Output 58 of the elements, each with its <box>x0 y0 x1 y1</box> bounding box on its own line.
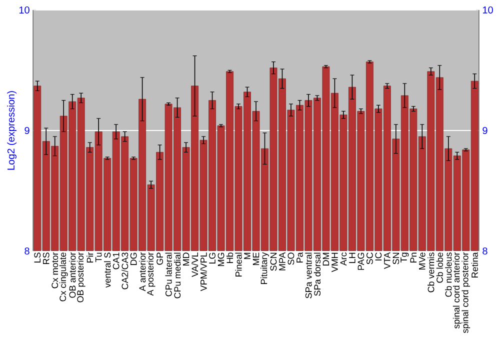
x-tick-label: Arc <box>340 252 347 266</box>
x-tick-label: MG <box>218 252 224 266</box>
x-tick-label: M <box>244 252 250 259</box>
x-tick-label: A posterior <box>146 252 156 296</box>
x-tick-label: Hb <box>226 252 234 263</box>
y2-tick-label: 10 <box>482 6 493 14</box>
x-tick-label: Pa <box>296 252 303 262</box>
x-tick-label: MPA <box>279 252 286 270</box>
x-tick-label: ventral S <box>104 252 111 288</box>
x-tick-label: Cb nucleus <box>445 252 452 297</box>
x-tick-label: Tg <box>400 252 409 262</box>
x-tick-label: RS <box>42 252 50 264</box>
x-tick-label: Cx cingulate <box>59 252 68 302</box>
x-tick-label: MVe <box>419 252 426 270</box>
x-tick-label: PAG <box>358 252 364 270</box>
x-tick-label: VA/VL <box>191 252 198 277</box>
x-tick-label: Pir <box>86 252 94 262</box>
x-tick-label: LH <box>349 252 356 263</box>
x-tick-label: SN <box>392 252 400 264</box>
x-tick-label: spinal cord posterior <box>462 252 470 333</box>
x-tick-label: SPa dorsal <box>314 252 321 296</box>
x-tick-label: Cb lobe <box>436 252 443 283</box>
x-tick-label: VMH <box>332 252 338 272</box>
x-tick-label: DM <box>322 252 330 266</box>
x-tick-label: LS <box>34 252 41 262</box>
x-tick-label: CA1 <box>112 252 120 270</box>
y-tick-label: 10 <box>19 6 30 14</box>
y-tick-label: 9 <box>24 126 30 134</box>
y-tick-label: 8 <box>24 247 30 255</box>
x-tick-label: VPM/VPL <box>200 252 207 292</box>
x-tick-label: CA2/CA3 <box>122 252 128 290</box>
x-tick-label: CPu lateral <box>165 252 172 296</box>
x-tick-label: OB anterior <box>69 252 76 298</box>
x-tick-label: MD <box>182 252 190 266</box>
x-tick-label: Tu <box>95 252 102 262</box>
x-tick-label: A anterior <box>139 252 146 292</box>
x-tick-label: Cx motor <box>52 252 58 288</box>
x-tick-label: LG <box>209 252 216 264</box>
x-tick-label: DG <box>130 252 137 265</box>
x-tick-label: SC <box>366 252 373 264</box>
x-tick-label: CPu medial <box>174 252 181 298</box>
x-tick-label: IC <box>375 252 382 260</box>
x-tick-label: SPa ventral <box>305 252 312 298</box>
x-tick-label: SCN <box>270 252 277 271</box>
x-tick-label: Cb vermis <box>428 252 434 292</box>
y-axis-title: Log2 (expression) <box>7 91 16 170</box>
x-tick-label: spinal cord anterior <box>452 252 462 328</box>
y2-tick-label: 9 <box>482 126 488 134</box>
x-tick-label: Retina <box>471 252 478 278</box>
x-tick-label: Pineal <box>235 252 242 276</box>
y2-tick-label: 8 <box>482 247 488 255</box>
x-tick-label: OB posterior <box>76 252 86 302</box>
x-tick-label: VTA <box>384 252 390 269</box>
x-tick-label: GP <box>156 252 163 265</box>
x-tick-label: ME <box>252 252 260 265</box>
x-tick-label: SO <box>288 252 294 265</box>
x-tick-label: Pituitary <box>260 252 269 284</box>
x-tick-label: Pn <box>410 252 417 262</box>
